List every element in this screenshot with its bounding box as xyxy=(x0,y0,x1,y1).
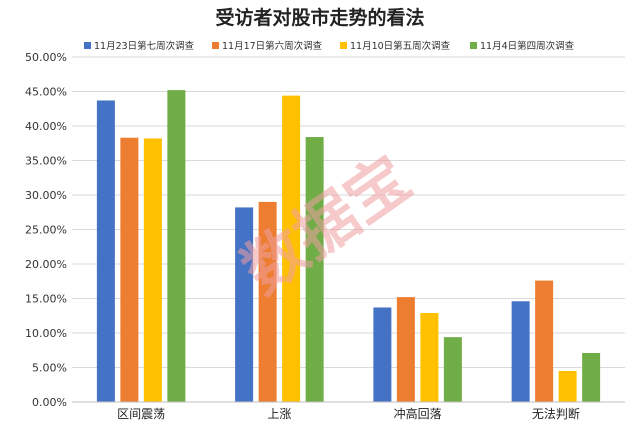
y-tick-label: 10.00% xyxy=(25,327,67,340)
legend-swatch xyxy=(470,42,477,49)
y-tick-label: 30.00% xyxy=(25,189,67,202)
legend-label: 11月10日第五周次调查 xyxy=(350,40,451,52)
legend-swatch xyxy=(84,42,91,49)
x-axis: 区间震荡 上涨 冲高回落 无法判断 xyxy=(72,401,625,421)
legend-label: 11月23日第七周次调查 xyxy=(94,40,195,52)
bar xyxy=(373,307,392,402)
y-tick-label: 35.00% xyxy=(25,155,67,168)
bar xyxy=(235,207,254,402)
bars xyxy=(96,90,601,403)
legend-label: 11月17日第六周次调查 xyxy=(222,40,323,52)
y-tick-label: 45.00% xyxy=(25,86,67,99)
bar xyxy=(396,297,415,402)
legend: 11月23日第七周次调查 11月17日第六周次调查 11月10日第五周次调查 11月4… xyxy=(84,40,575,52)
bar xyxy=(558,370,577,402)
bar xyxy=(443,337,462,402)
bar xyxy=(420,312,439,402)
x-category-label: 冲高回落 xyxy=(394,406,442,421)
x-category-label: 上涨 xyxy=(267,406,291,421)
bar xyxy=(258,201,277,402)
watermark: 数据宝 xyxy=(229,141,423,307)
y-tick-label: 25.00% xyxy=(25,224,67,237)
bar xyxy=(167,90,186,403)
y-axis: 0.00% 5.00% 10.00% 15.00% 20.00% 25.00% 30.00%… xyxy=(25,51,67,409)
bar xyxy=(282,95,301,402)
bar xyxy=(143,138,162,403)
x-category-label: 区间震荡 xyxy=(117,407,165,421)
bar xyxy=(511,301,530,402)
y-tick-label: 50.00% xyxy=(25,51,67,64)
bar xyxy=(120,137,139,403)
y-tick-label: 40.00% xyxy=(25,120,67,133)
legend-swatch xyxy=(212,42,219,49)
legend-label: 11月4日第四周次调查 xyxy=(480,40,575,52)
x-category-label: 无法判断 xyxy=(532,406,580,421)
bar xyxy=(582,353,601,402)
y-tick-label: 0.00% xyxy=(32,396,67,409)
legend-swatch xyxy=(340,42,347,49)
chart-title: 受访者对股市走势的看法 xyxy=(215,6,424,29)
bar xyxy=(96,100,115,402)
y-tick-label: 5.00% xyxy=(32,362,67,375)
bar xyxy=(305,137,324,403)
grid xyxy=(72,56,625,403)
bar xyxy=(535,280,554,402)
y-tick-label: 20.00% xyxy=(25,258,67,271)
corner-mark: 新富贵 xyxy=(580,402,619,418)
y-tick-label: 15.00% xyxy=(25,293,67,306)
